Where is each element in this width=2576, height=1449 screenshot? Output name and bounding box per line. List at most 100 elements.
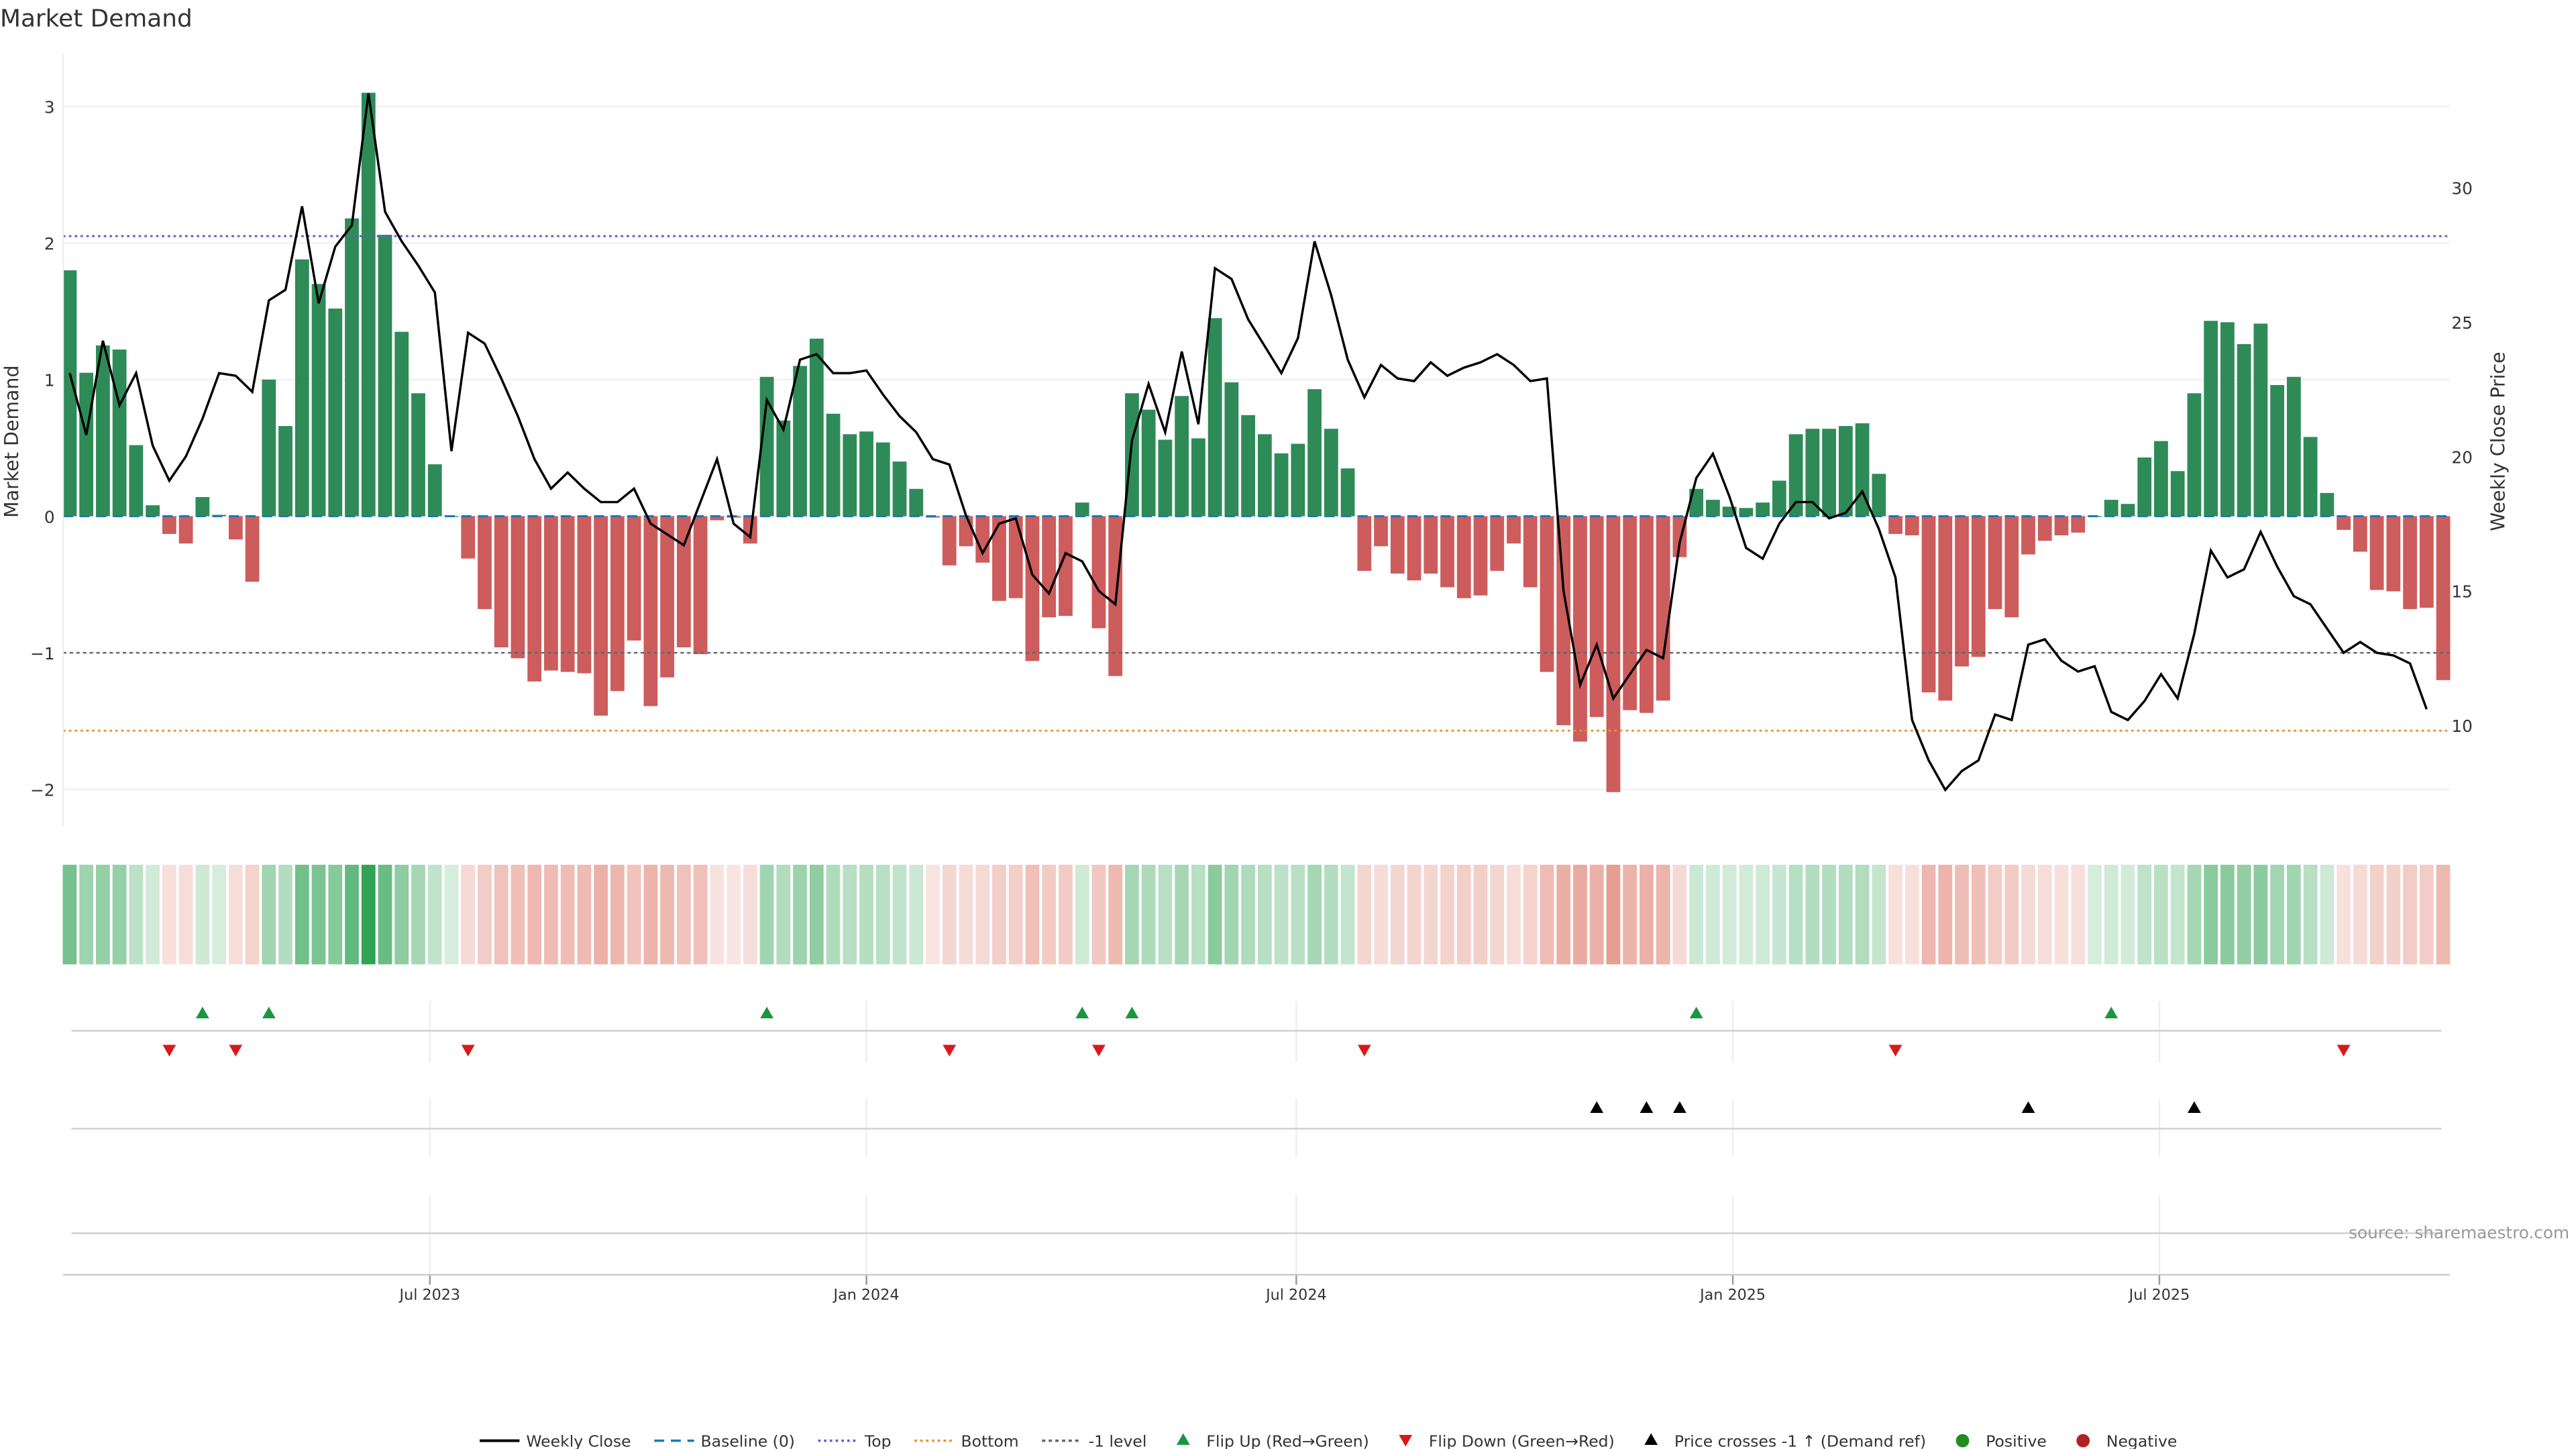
heat-cell <box>494 865 508 965</box>
heat-cell <box>1904 865 1919 965</box>
heat-cell <box>212 865 226 965</box>
negative-bar <box>1507 516 1521 544</box>
heat-cell <box>1307 865 1322 965</box>
flip-up-marker <box>1075 1006 1089 1018</box>
legend-label-flip-down: Flip Down (Green→Red) <box>1429 1432 1615 1449</box>
heat-cell <box>1357 865 1372 965</box>
negative-bar <box>959 516 973 547</box>
heat-cell <box>1772 865 1786 965</box>
positive-bar <box>112 350 127 517</box>
positive-bar <box>1340 468 1355 517</box>
y2-axis-title: Weekly Close Price <box>2487 352 2510 531</box>
demand-bars <box>62 93 2451 792</box>
negative-bar <box>1374 516 1388 547</box>
positive-bar <box>1324 429 1338 517</box>
heat-cell <box>1042 865 1057 965</box>
chart-title: Market Demand <box>0 5 193 33</box>
heat-cell <box>278 865 292 965</box>
y-axis-title: Market Demand <box>1 365 23 517</box>
heat-cell <box>2220 865 2235 965</box>
negative-bar <box>1523 516 1538 588</box>
y-tick-label: 3 <box>44 97 55 117</box>
heat-cell <box>1175 865 1189 965</box>
negative-bar <box>1025 516 1040 661</box>
price-cross-marker <box>1673 1101 1686 1113</box>
y2-tick-label: 30 <box>2451 178 2472 198</box>
positive-bar <box>1075 502 1089 517</box>
positive-bar <box>759 376 774 517</box>
negative-bar <box>627 516 641 641</box>
heat-cell <box>909 865 924 965</box>
heat-cell <box>2121 865 2135 965</box>
negative-bar <box>1640 516 1654 713</box>
heat-cell <box>2386 865 2401 965</box>
flip-up-marker <box>262 1006 276 1018</box>
heat-cell <box>2369 865 2384 965</box>
negative-bar <box>594 516 608 716</box>
positive-bar <box>1241 415 1256 517</box>
positive-bar <box>809 338 824 517</box>
heat-cell <box>1025 865 1040 965</box>
negative-bar <box>228 516 243 540</box>
legend-positive-icon <box>1955 1434 1970 1448</box>
negative-bar <box>2419 516 2434 608</box>
flip-down-marker <box>1357 1044 1371 1057</box>
heat-cell <box>444 865 459 965</box>
legend-label-cross: Price crosses -1 ↑ (Demand ref) <box>1674 1432 1926 1449</box>
negative-bar <box>1623 516 1638 710</box>
negative-bar <box>2071 516 2086 533</box>
heat-cell <box>1191 865 1205 965</box>
positive-bar <box>278 426 292 517</box>
positive-bar <box>394 331 409 517</box>
negative-bar <box>1390 516 1405 574</box>
positive-bar <box>427 464 442 517</box>
negative-bar <box>1938 516 1953 701</box>
positive-bar <box>146 505 160 517</box>
heat-cell <box>1390 865 1405 965</box>
heat-cell <box>1788 865 1803 965</box>
heat-cell <box>1473 865 1488 965</box>
heat-cell <box>62 865 77 965</box>
flip-down-marker <box>943 1044 957 1057</box>
heat-cell <box>2137 865 2152 965</box>
legend-label-weekly-close: Weekly Close <box>526 1432 631 1449</box>
heat-cell <box>693 865 708 965</box>
heat-cell <box>727 865 741 965</box>
heat-cell <box>378 865 392 965</box>
negative-bar <box>2436 516 2451 680</box>
positive-bar <box>2270 385 2285 517</box>
heat-cell <box>1855 865 1870 965</box>
positive-bar <box>875 442 890 517</box>
negative-bar <box>1440 516 1454 588</box>
heat-cell <box>1955 865 1969 965</box>
negative-bar <box>544 516 558 671</box>
negative-bar <box>1656 516 1670 701</box>
heat-cell <box>195 865 210 965</box>
positive-bar <box>2204 321 2218 517</box>
positive-bar <box>1838 426 1853 517</box>
heat-cell <box>1456 865 1471 965</box>
negative-bar <box>511 516 525 659</box>
negative-bar <box>1971 516 1986 657</box>
negative-bar <box>2337 516 2351 530</box>
positive-bar <box>1822 429 1836 517</box>
heat-cell <box>1141 865 1156 965</box>
heat-cell <box>311 865 326 965</box>
heat-cell <box>129 865 144 965</box>
positive-bar <box>1191 438 1205 517</box>
heat-cell <box>809 865 824 965</box>
heat-cell <box>1589 865 1604 965</box>
legend-label-positive: Positive <box>1986 1432 2047 1449</box>
heat-cell <box>1872 865 1886 965</box>
heat-cell <box>627 865 641 965</box>
negative-bar <box>1540 516 1554 672</box>
heat-cell <box>245 865 260 965</box>
negative-bar <box>1888 516 1902 534</box>
negative-bar <box>2369 516 2384 590</box>
negative-bar <box>1988 516 2002 609</box>
gridlines <box>63 105 2450 1275</box>
heat-cell <box>1756 865 1770 965</box>
heat-cell <box>461 865 476 965</box>
heat-cell <box>2054 865 2069 965</box>
price-cross-marker <box>2021 1101 2035 1113</box>
